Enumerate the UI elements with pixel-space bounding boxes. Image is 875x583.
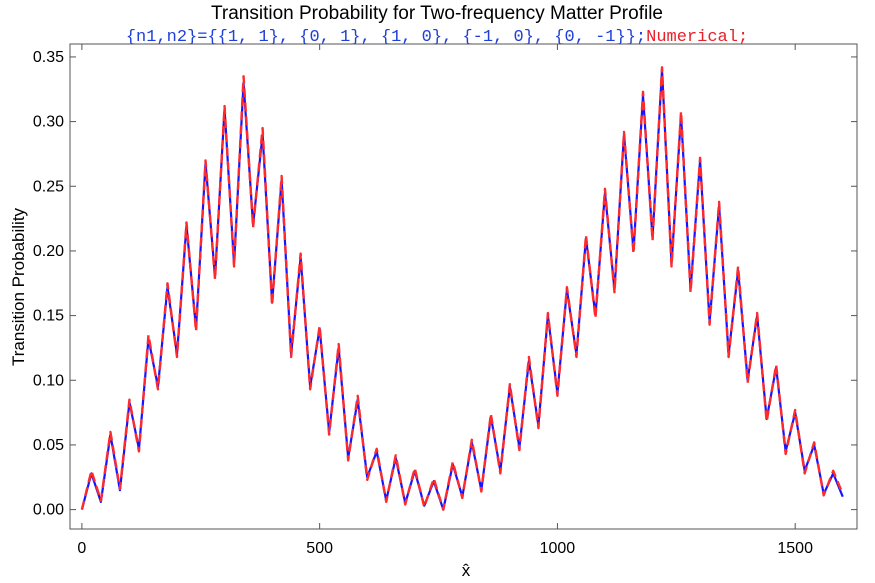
plot-frame — [69, 43, 858, 530]
y-tick-label: 0.05 — [33, 437, 64, 454]
series-line-blue — [80, 68, 844, 511]
series-layer — [80, 66, 844, 511]
subtitle-suffix: Numerical; — [646, 28, 748, 47]
subtitle-prefix: {n1,n2}={{1, 1}, {0, 1}, {1, 0}, {-1, 0}… — [126, 28, 646, 47]
y-tick-label: 0.25 — [33, 178, 64, 195]
y-axis-label: Transition Probability — [9, 207, 28, 366]
x-tick-label: 1000 — [540, 540, 576, 557]
series-line-red-dashed — [80, 66, 844, 511]
chart-subtitle: {n1,n2}={{1, 1}, {0, 1}, {1, 0}, {-1, 0}… — [126, 28, 748, 47]
ticks: 0 500 1000 1500 0.00 0.05 0.10 0.15 0.20 0.25 0.30… — [33, 44, 857, 557]
y-tick-label: 0.30 — [33, 114, 64, 131]
y-tick-label: 0.00 — [33, 502, 64, 519]
x-tick-label: 1500 — [777, 540, 813, 557]
x-tick-label: 0 — [77, 540, 86, 557]
x-tick-label: 500 — [306, 540, 333, 557]
y-tick-label: 0.20 — [33, 243, 64, 260]
x-axis-label: x̂ — [462, 561, 471, 580]
y-tick-label: 0.15 — [33, 308, 64, 325]
y-tick-label: 0.35 — [33, 49, 64, 66]
chart-title: Transition Probability for Two-frequency… — [211, 3, 663, 24]
y-tick-label: 0.10 — [33, 372, 64, 389]
